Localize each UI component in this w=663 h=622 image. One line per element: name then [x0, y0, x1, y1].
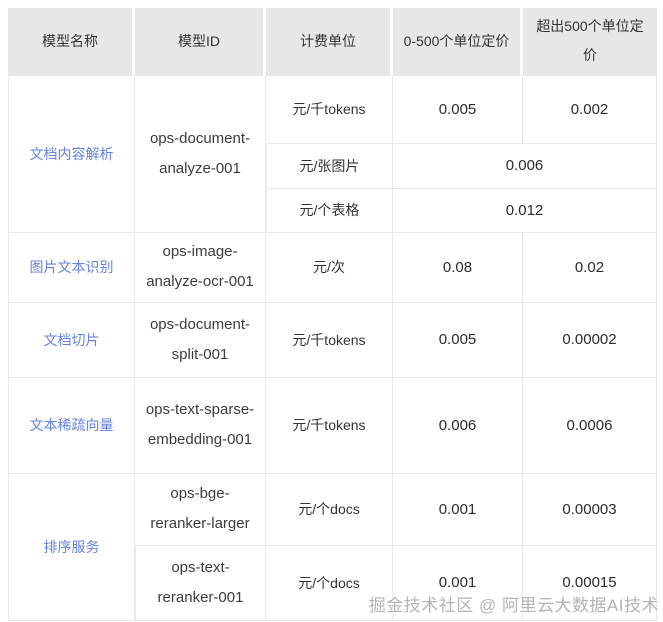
col-header-tier1-price: 0-500个单位定价	[393, 8, 523, 76]
merged-price-cell: 0.006	[393, 143, 657, 189]
merged-price-cell: 0.012	[393, 188, 657, 233]
model-id-bge-reranker: ops-bge-reranker-larger	[135, 473, 266, 546]
table-row: ops-text-reranker-001 元/个docs 0.001 0.00…	[8, 545, 657, 621]
tier2-price-cell: 0.00015	[523, 545, 657, 621]
tier2-price-cell: 0.00003	[523, 473, 657, 546]
model-id-sparse-embedding: ops-text-sparse-embedding-001	[135, 377, 266, 474]
tier1-price-cell: 0.006	[393, 377, 523, 474]
billing-unit-cell: 元/千tokens	[266, 75, 393, 144]
table-row: 文档切片 ops-document-split-001 元/千tokens 0.…	[8, 302, 657, 378]
billing-unit-cell: 元/千tokens	[266, 302, 393, 378]
tier2-price-cell: 0.00002	[523, 302, 657, 378]
model-pricing-table: 模型名称 模型ID 计费单位 0-500个单位定价 超出500个单位定价 文档内…	[8, 8, 657, 621]
col-header-tier2-price: 超出500个单位定价	[523, 8, 657, 76]
model-link-sparse-embedding[interactable]: 文本稀疏向量	[8, 377, 135, 474]
model-id-doc-split: ops-document-split-001	[135, 302, 266, 378]
model-id-text-reranker: ops-text-reranker-001	[135, 545, 266, 621]
tier1-price-cell: 0.001	[393, 545, 523, 621]
tier1-price-cell: 0.001	[393, 473, 523, 546]
tier1-price-cell: 0.08	[393, 232, 523, 303]
tier2-price-cell: 0.002	[523, 75, 657, 144]
billing-unit-cell: 元/个docs	[266, 473, 393, 546]
table-row: 文本稀疏向量 ops-text-sparse-embedding-001 元/千…	[8, 377, 657, 474]
billing-unit-cell: 元/次	[266, 232, 393, 303]
model-id-image-ocr: ops-image-analyze-ocr-001	[135, 232, 266, 303]
table-row: 图片文本识别 ops-image-analyze-ocr-001 元/次 0.0…	[8, 232, 657, 303]
billing-unit-cell: 元/千tokens	[266, 377, 393, 474]
billing-unit-cell: 元/张图片	[266, 143, 393, 189]
watermark: 掘金技术社区 @ 阿里云大数据AI技术	[368, 596, 659, 615]
model-link-rerank[interactable]: 排序服务	[8, 473, 135, 621]
table-row: 元/个表格 0.012	[8, 188, 657, 233]
model-link-doc-split[interactable]: 文档切片	[8, 302, 135, 378]
table-row: 排序服务 ops-bge-reranker-larger 元/个docs 0.0…	[8, 473, 657, 621]
tier2-price-cell: 0.0006	[523, 377, 657, 474]
billing-unit-cell: 元/个表格	[266, 188, 393, 233]
table-row: 元/张图片 0.006	[8, 143, 657, 189]
col-header-model-id: 模型ID	[135, 8, 266, 76]
col-header-model-name: 模型名称	[8, 8, 135, 76]
tier2-price-cell: 0.02	[523, 232, 657, 303]
model-link-image-ocr[interactable]: 图片文本识别	[8, 232, 135, 303]
tier1-price-cell: 0.005	[393, 302, 523, 378]
billing-unit-cell: 元/个docs	[266, 545, 393, 621]
tier1-price-cell: 0.005	[393, 75, 523, 144]
table-row: 文档内容解析 ops-document-analyze-001 元/千token…	[8, 75, 657, 233]
model-link-doc-analyze[interactable]: 文档内容解析	[8, 75, 135, 233]
header-row: 模型名称 模型ID 计费单位 0-500个单位定价 超出500个单位定价	[8, 8, 657, 76]
col-header-billing-unit: 计费单位	[266, 8, 393, 76]
model-id-doc-analyze: ops-document-analyze-001	[135, 75, 266, 233]
